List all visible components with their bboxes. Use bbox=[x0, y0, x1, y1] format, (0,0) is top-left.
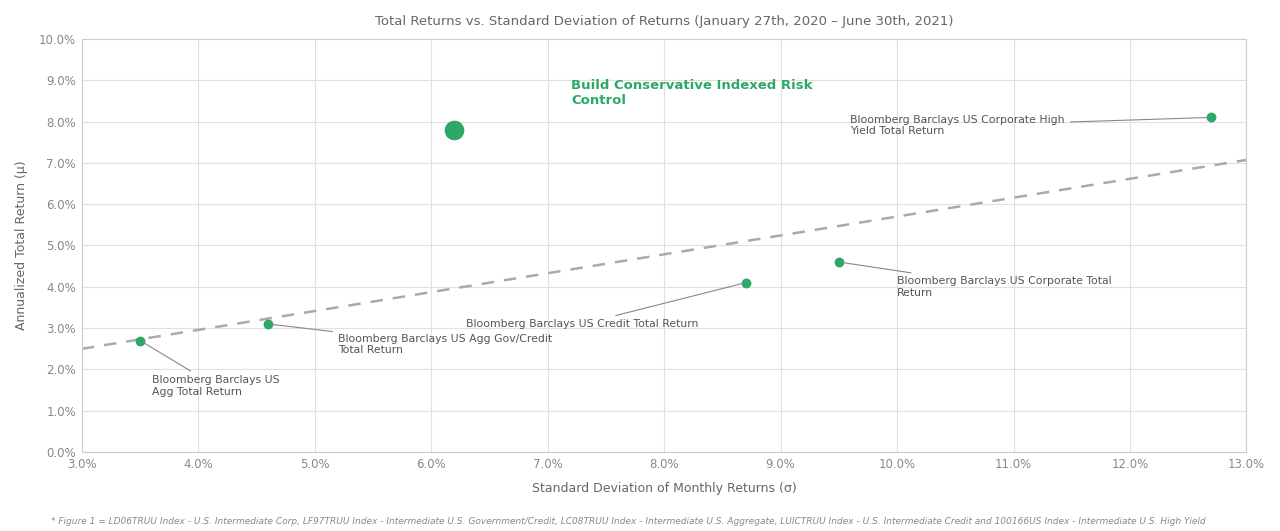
Text: Bloomberg Barclays US Credit Total Return: Bloomberg Barclays US Credit Total Retur… bbox=[466, 284, 741, 329]
Point bbox=[736, 278, 756, 287]
Point bbox=[129, 336, 150, 345]
Text: Bloomberg Barclays US
Agg Total Return: Bloomberg Barclays US Agg Total Return bbox=[143, 342, 279, 397]
Text: Build Conservative Indexed Risk
Control: Build Conservative Indexed Risk Control bbox=[571, 79, 813, 107]
Title: Total Returns vs. Standard Deviation of Returns (January 27th, 2020 – June 30th,: Total Returns vs. Standard Deviation of … bbox=[375, 15, 954, 28]
Point bbox=[444, 125, 465, 134]
Point bbox=[1201, 113, 1221, 122]
Y-axis label: Annualized Total Return (µ): Annualized Total Return (µ) bbox=[15, 161, 28, 330]
Text: Bloomberg Barclays US Corporate Total
Return: Bloomberg Barclays US Corporate Total Re… bbox=[844, 263, 1111, 297]
Point bbox=[828, 258, 849, 266]
Text: Bloomberg Barclays US Agg Gov/Credit
Total Return: Bloomberg Barclays US Agg Gov/Credit Tot… bbox=[273, 324, 552, 355]
Text: Bloomberg Barclays US Corporate High
Yield Total Return: Bloomberg Barclays US Corporate High Yie… bbox=[850, 115, 1207, 136]
Text: * Figure 1 = LD06TRUU Index - U.S. Intermediate Corp, LF97TRUU Index - Intermedi: * Figure 1 = LD06TRUU Index - U.S. Inter… bbox=[51, 517, 1206, 526]
X-axis label: Standard Deviation of Monthly Returns (σ): Standard Deviation of Monthly Returns (σ… bbox=[531, 482, 796, 495]
Point bbox=[257, 320, 278, 328]
